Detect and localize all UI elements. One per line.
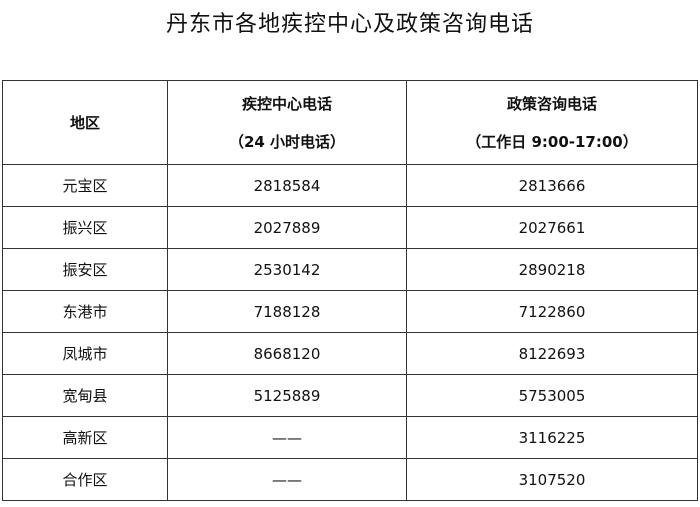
header-label: 疾控中心电话 <box>241 94 332 113</box>
header-label: 政策咨询电话 <box>506 94 597 113</box>
cdc-phone-cell: 2530142 <box>167 248 407 291</box>
policy-phone-cell: 2813666 <box>406 164 698 207</box>
region-cell: 凤城市 <box>2 332 168 375</box>
table-header: 地区 疾控中心电话 （24 小时电话） 政策咨询电话 （工作日 9:00-17:00… <box>2 80 698 165</box>
policy-phone-cell: 5753005 <box>406 374 698 417</box>
region-cell: 合作区 <box>2 458 168 501</box>
contact-table: 地区 疾控中心电话 （24 小时电话） 政策咨询电话 （工作日 9:00-17:00… <box>2 80 698 501</box>
cdc-phone-cell: 2818584 <box>167 164 407 207</box>
region-cell: 振兴区 <box>2 206 168 249</box>
table-row: 合作区 —— 3107520 <box>2 458 698 501</box>
table-row: 振安区 2530142 2890218 <box>2 248 698 291</box>
table-row: 振兴区 2027889 2027661 <box>2 206 698 249</box>
table-row: 高新区 —— 3116225 <box>2 416 698 459</box>
header-policy: 政策咨询电话 （工作日 9:00-17:00） <box>406 80 698 165</box>
header-sublabel: （工作日 9:00-17:00） <box>466 132 638 151</box>
region-cell: 东港市 <box>2 290 168 333</box>
page-title: 丹东市各地疾控中心及政策咨询电话 <box>165 12 534 37</box>
region-cell: 元宝区 <box>2 164 168 207</box>
cdc-phone-cell: 7188128 <box>167 290 407 333</box>
policy-phone-cell: 7122860 <box>406 290 698 333</box>
header-cdc: 疾控中心电话 （24 小时电话） <box>167 80 407 165</box>
table-row: 凤城市 8668120 8122693 <box>2 332 698 375</box>
table-row: 东港市 7188128 7122860 <box>2 290 698 333</box>
header-sublabel: （24 小时电话） <box>228 132 346 151</box>
policy-phone-cell: 3116225 <box>406 416 698 459</box>
region-cell: 高新区 <box>2 416 168 459</box>
header-label: 地区 <box>69 113 100 132</box>
cdc-phone-cell: 2027889 <box>167 206 407 249</box>
policy-phone-cell: 2027661 <box>406 206 698 249</box>
region-cell: 宽甸县 <box>2 374 168 417</box>
cdc-phone-cell: —— <box>167 416 407 459</box>
cdc-phone-cell: 8668120 <box>167 332 407 375</box>
table-row: 宽甸县 5125889 5753005 <box>2 374 698 417</box>
table-row: 元宝区 2818584 2813666 <box>2 164 698 207</box>
header-region: 地区 <box>2 80 168 165</box>
policy-phone-cell: 3107520 <box>406 458 698 501</box>
policy-phone-cell: 8122693 <box>406 332 698 375</box>
cdc-phone-cell: 5125889 <box>167 374 407 417</box>
policy-phone-cell: 2890218 <box>406 248 698 291</box>
region-cell: 振安区 <box>2 248 168 291</box>
cdc-phone-cell: —— <box>167 458 407 501</box>
